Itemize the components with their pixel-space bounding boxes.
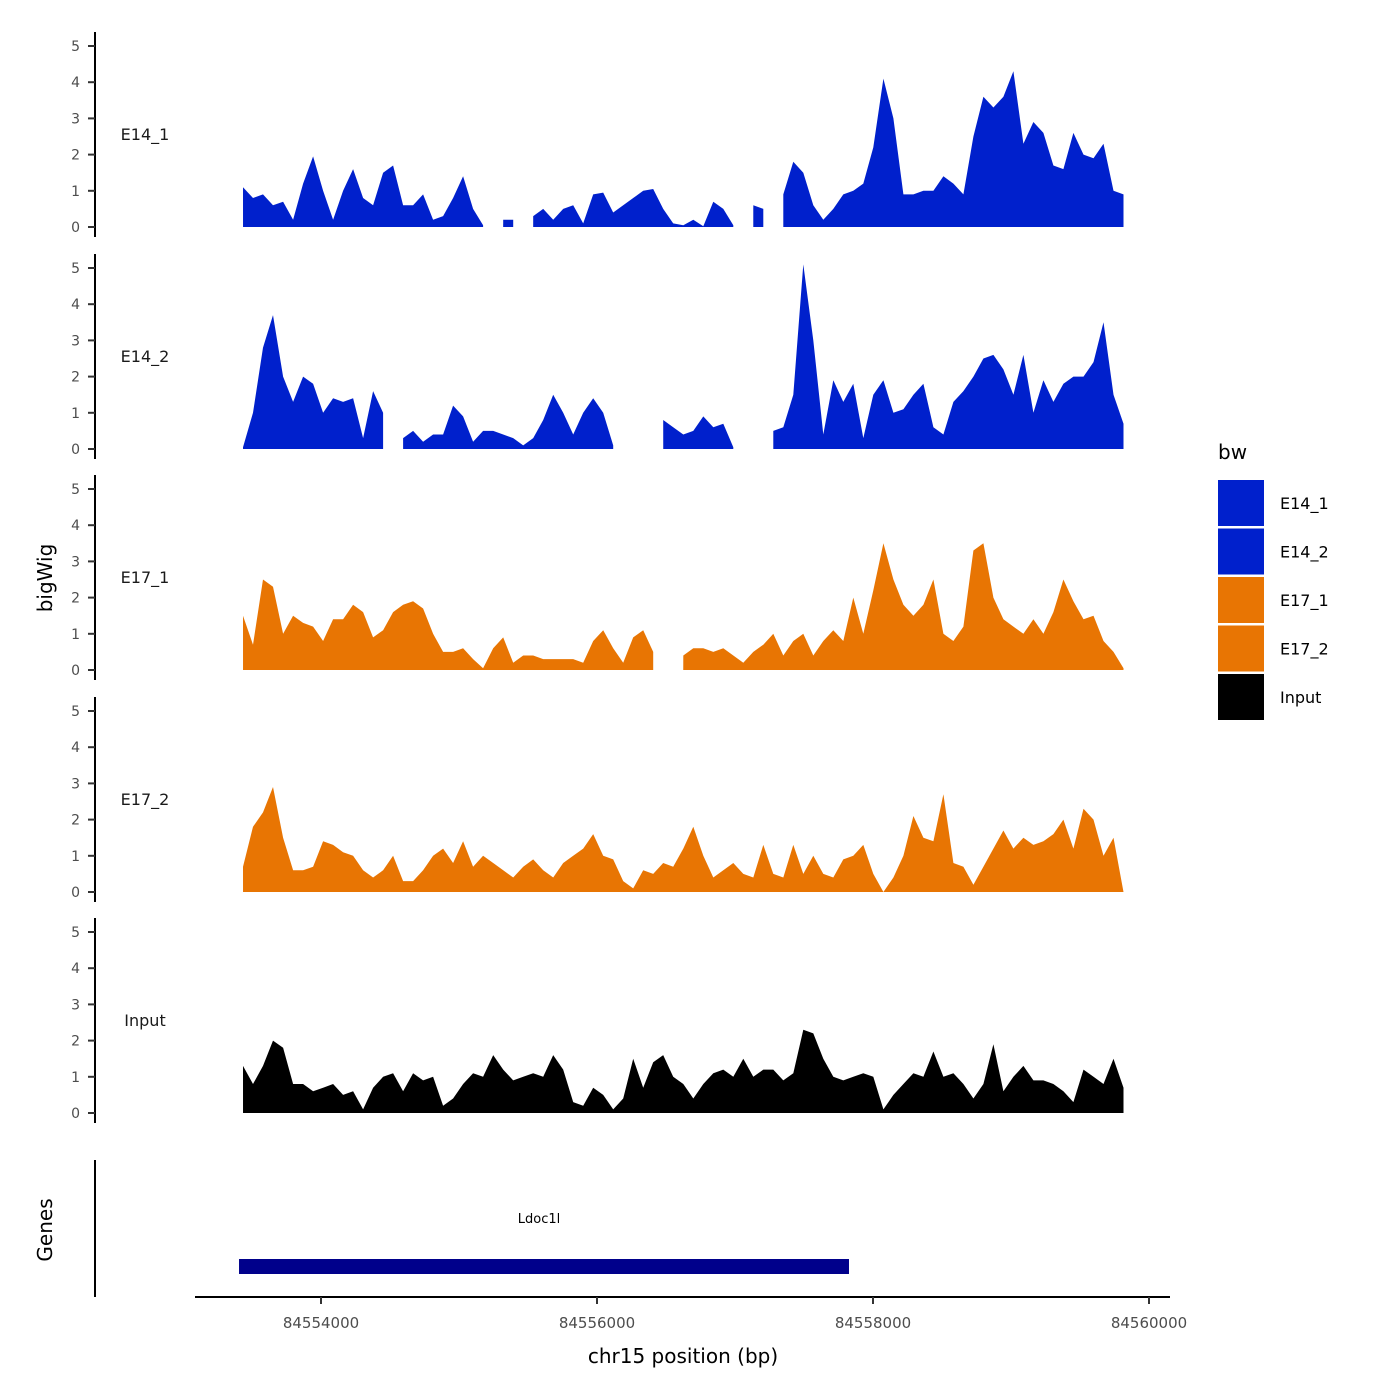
y-tick-label: 3 <box>71 554 80 570</box>
gene-label: Ldoc1l <box>518 1212 560 1227</box>
signal-area <box>503 219 514 227</box>
y-tick-label: 0 <box>71 663 80 679</box>
track-label: Input <box>124 1011 165 1030</box>
y-tick-label: 2 <box>71 370 80 386</box>
track-E14_1: 0 1 2 3 4 5 E14_1 <box>71 32 1124 237</box>
track-label: E14_1 <box>121 125 170 145</box>
y-tick-label: 3 <box>71 997 80 1013</box>
signal-area <box>753 205 764 227</box>
legend-key-E14_1 <box>1218 480 1264 526</box>
legend-key-E17_1 <box>1218 577 1264 623</box>
y-tick-label: 3 <box>71 111 80 127</box>
x-axis-title: chr15 position (bp) <box>588 1344 778 1368</box>
x-axis: 84554000 84556000 84558000 84560000 <box>195 1296 1187 1332</box>
track-E17_1: 0 1 2 3 4 5 E17_1 <box>71 475 1124 680</box>
legend-key-E17_2 <box>1218 625 1264 672</box>
legend-label: E14_2 <box>1280 543 1329 563</box>
track-panels: 0 1 2 3 4 5 E14_1 0 1 2 3 4 5 E14_2 0 1 2 3 4 5 E17_1 0 1 2 3 4 5 E… <box>71 32 1124 1123</box>
signal-area <box>663 416 734 449</box>
y-tick-label: 1 <box>71 1070 80 1086</box>
y-tick-label: 4 <box>71 297 80 313</box>
y-tick-label: 5 <box>71 925 80 941</box>
y-tick-label: 3 <box>71 776 80 792</box>
legend-key-Input <box>1218 674 1264 720</box>
genes-axis-title: Genes <box>33 1198 57 1261</box>
y-tick-label: 2 <box>71 813 80 829</box>
track-label: E17_1 <box>121 568 170 588</box>
signal-area <box>773 264 1124 449</box>
legend-label: Input <box>1280 688 1321 707</box>
y-tick-label: 4 <box>71 518 80 534</box>
signal-area <box>403 394 614 449</box>
signal-area <box>783 71 1124 227</box>
y-tick-label: 4 <box>71 740 80 756</box>
legend-title: bw <box>1218 440 1247 464</box>
y-tick-label: 1 <box>71 627 80 643</box>
legend-label: E17_2 <box>1280 640 1329 660</box>
signal-area <box>243 315 384 449</box>
y-tick-label: 4 <box>71 75 80 91</box>
signal-area <box>683 543 1124 670</box>
legend-key-E14_2 <box>1218 528 1264 575</box>
y-tick-label: 2 <box>71 591 80 607</box>
track-label: E14_2 <box>121 347 170 367</box>
legend-label: E17_1 <box>1280 591 1329 611</box>
y-tick-label: 0 <box>71 1106 80 1122</box>
y-tick-label: 5 <box>71 39 80 55</box>
signal-area <box>243 156 484 227</box>
track-Input: 0 1 2 3 4 5 Input <box>71 918 1124 1123</box>
track-label: E17_2 <box>121 790 170 810</box>
gene-bar <box>239 1259 849 1274</box>
legend: bw E14_1 E14_2 E17_1 E17_2 Input <box>1218 440 1329 720</box>
genes-panel: Genes Ldoc1l <box>33 1160 849 1297</box>
signal-area <box>243 579 654 670</box>
signal-area <box>243 1029 1124 1113</box>
y-tick-label: 5 <box>71 482 80 498</box>
y-tick-label: 2 <box>71 1034 80 1050</box>
y-tick-label: 5 <box>71 704 80 720</box>
track-E17_2: 0 1 2 3 4 5 E17_2 <box>71 697 1124 902</box>
x-tick-label: 84556000 <box>559 1314 635 1332</box>
y-tick-label: 4 <box>71 961 80 977</box>
track-E14_2: 0 1 2 3 4 5 E14_2 <box>71 254 1124 459</box>
y-tick-label: 0 <box>71 885 80 901</box>
y-tick-label: 0 <box>71 442 80 458</box>
y-axis-title: bigWig <box>33 544 57 613</box>
x-tick-label: 84554000 <box>283 1314 359 1332</box>
y-tick-label: 5 <box>71 261 80 277</box>
y-tick-label: 2 <box>71 148 80 164</box>
x-tick-label: 84560000 <box>1111 1314 1187 1332</box>
x-tick-label: 84558000 <box>835 1314 911 1332</box>
signal-area <box>533 189 734 227</box>
y-tick-label: 3 <box>71 333 80 349</box>
y-tick-label: 0 <box>71 220 80 236</box>
y-tick-label: 1 <box>71 184 80 200</box>
y-tick-label: 1 <box>71 406 80 422</box>
signal-area <box>243 787 1124 892</box>
y-tick-label: 1 <box>71 849 80 865</box>
legend-label: E14_1 <box>1280 494 1329 514</box>
